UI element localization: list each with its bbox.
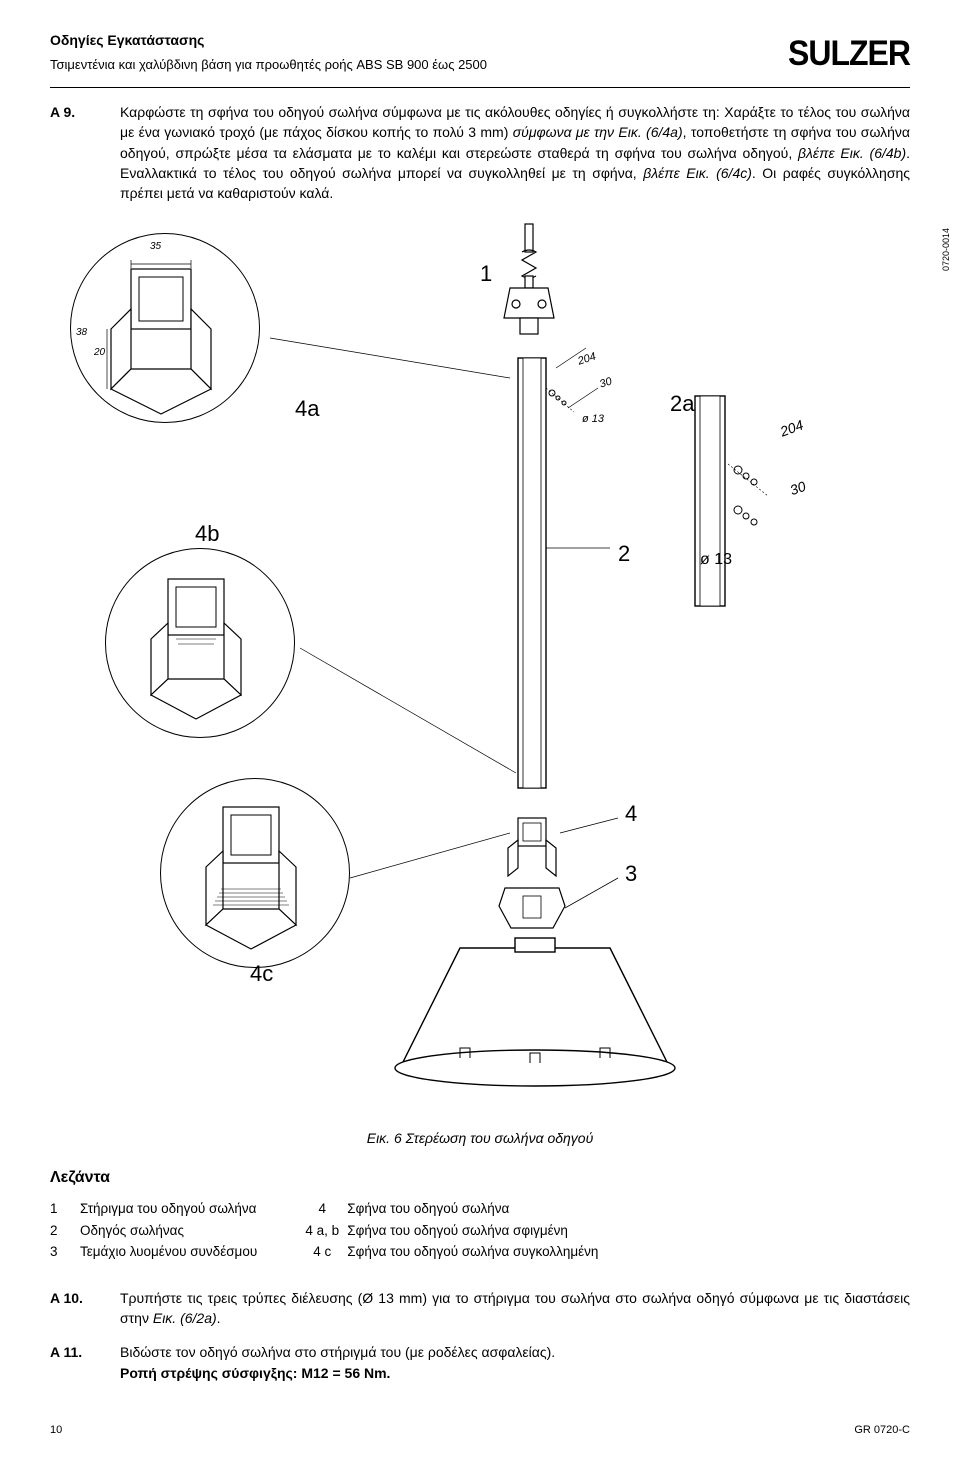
callout-1: 1 bbox=[480, 258, 492, 290]
legend-text: Στήριγμα του οδηγού σωλήνα bbox=[80, 1199, 256, 1219]
step-body: Βιδώστε τον οδηγό σωλήνα στο στήριγμά το… bbox=[120, 1342, 910, 1383]
step-body: Καρφώστε τη σφήνα του οδηγού σωλήνα σύμφ… bbox=[120, 102, 910, 203]
step-num: A 9. bbox=[50, 102, 120, 203]
header-rule bbox=[50, 87, 910, 88]
legend-row: 4 a, bΣφήνα του οδηγού σωλήνα σφιγμένη bbox=[297, 1221, 598, 1241]
callout-2a: 2a bbox=[670, 388, 694, 420]
header-left: Οδηγίες Εγκατάστασης Τσιμεντένια και χαλ… bbox=[50, 30, 788, 83]
legend-grid: 1Στήριγμα του οδηγού σωλήνα 2Οδηγός σωλή… bbox=[50, 1199, 910, 1264]
step-num: A 11. bbox=[50, 1342, 120, 1383]
legend-row: 4Σφήνα του οδηγού σωλήνα bbox=[297, 1199, 598, 1219]
page-footer: 10 GR 0720-C bbox=[50, 1423, 910, 1439]
legend-row: 3Τεμάχιο λυομένου συνδέσμου bbox=[50, 1242, 257, 1262]
detail-4b-circle bbox=[105, 548, 295, 738]
text-italic: βλέπε Εικ. (6/4c) bbox=[643, 165, 752, 181]
doc-title: Οδηγίες Εγκατάστασης bbox=[50, 30, 788, 50]
legend-row: 1Στήριγμα του οδηγού σωλήνα bbox=[50, 1199, 257, 1219]
legend-text: Τεμάχιο λυομένου συνδέσμου bbox=[80, 1242, 257, 1262]
step-num: A 10. bbox=[50, 1288, 120, 1329]
dim-20: 20 bbox=[94, 346, 105, 361]
legend-num: 2 bbox=[50, 1221, 80, 1241]
page-header: Οδηγίες Εγκατάστασης Τσιμεντένια και χαλ… bbox=[50, 30, 910, 83]
legend-text: Σφήνα του οδηγού σωλήνα συγκολλημένη bbox=[347, 1242, 598, 1262]
dim-38: 38 bbox=[76, 326, 87, 341]
figure-6: 0720-0014 35 38 20 4a 4b bbox=[50, 218, 910, 1108]
sulzer-logo: SULZER bbox=[788, 28, 910, 79]
legend-title: Λεζάντα bbox=[50, 1166, 910, 1189]
legend-num: 3 bbox=[50, 1242, 80, 1262]
doc-subtitle: Τσιμεντένια και χαλύβδινη βάση για προωθ… bbox=[50, 56, 788, 75]
text-italic: σύμφωνα με την Εικ. (6/4a) bbox=[513, 124, 683, 140]
page-number: 10 bbox=[50, 1423, 62, 1439]
detail-4c-circle bbox=[160, 778, 350, 968]
callout-3: 3 bbox=[625, 858, 637, 890]
main-assembly-svg bbox=[350, 218, 910, 1098]
step-a11: A 11. Βιδώστε τον οδηγό σωλήνα στο στήρι… bbox=[50, 1342, 910, 1383]
legend-row: 4 cΣφήνα του οδηγού σωλήνα συγκολλημένη bbox=[297, 1242, 598, 1262]
dim-35: 35 bbox=[150, 240, 161, 255]
legend-text: Σφήνα του οδηγού σωλήνα σφιγμένη bbox=[347, 1221, 568, 1241]
figure-caption: Εικ. 6 Στερέωση του σωλήνα οδηγού bbox=[50, 1128, 910, 1148]
legend-num: 4 c bbox=[297, 1242, 347, 1262]
callout-4b: 4b bbox=[195, 518, 219, 550]
text: Τρυπήστε τις τρεις τρύπες διέλευσης (Ø 1… bbox=[120, 1290, 910, 1326]
legend-col-left: 1Στήριγμα του οδηγού σωλήνα 2Οδηγός σωλή… bbox=[50, 1199, 257, 1264]
callout-2: 2 bbox=[618, 538, 630, 570]
step-a9: A 9. Καρφώστε τη σφήνα του οδηγού σωλήνα… bbox=[50, 102, 910, 203]
detail-4a-circle bbox=[70, 233, 260, 423]
legend-row: 2Οδηγός σωλήνας bbox=[50, 1221, 257, 1241]
dim-13-a: ø 13 bbox=[582, 412, 604, 428]
legend-num: 1 bbox=[50, 1199, 80, 1219]
text-italic: βλέπε Εικ. (6/4b) bbox=[798, 145, 906, 161]
legend-col-right: 4Σφήνα του οδηγού σωλήνα 4 a, bΣφήνα του… bbox=[297, 1199, 598, 1264]
dim-13-b: ø 13 bbox=[700, 548, 732, 571]
legend-num: 4 a, b bbox=[297, 1221, 347, 1241]
footer-code: GR 0720-C bbox=[854, 1423, 910, 1439]
text-bold: Ροπή στρέψης σύσφιγξης: M12 = 56 Nm. bbox=[120, 1365, 390, 1381]
callout-4: 4 bbox=[625, 798, 637, 830]
legend-num: 4 bbox=[297, 1199, 347, 1219]
step-body: Τρυπήστε τις τρεις τρύπες διέλευσης (Ø 1… bbox=[120, 1288, 910, 1329]
figure-code: 0720-0014 bbox=[940, 228, 953, 271]
text-italic: Εικ. (6/2a) bbox=[153, 1310, 217, 1326]
text: Βιδώστε τον οδηγό σωλήνα στο στήριγμά το… bbox=[120, 1344, 555, 1360]
text: . bbox=[217, 1310, 221, 1326]
legend-text: Οδηγός σωλήνας bbox=[80, 1221, 184, 1241]
step-a10: A 10. Τρυπήστε τις τρεις τρύπες διέλευση… bbox=[50, 1288, 910, 1329]
callout-4c: 4c bbox=[250, 958, 273, 990]
legend-text: Σφήνα του οδηγού σωλήνα bbox=[347, 1199, 509, 1219]
callout-4a: 4a bbox=[295, 393, 319, 425]
